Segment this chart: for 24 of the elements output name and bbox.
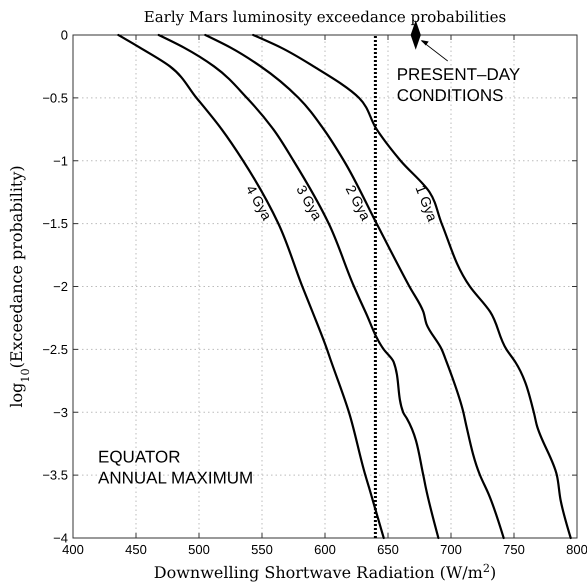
- x-tick-label: 750: [503, 542, 525, 557]
- x-tick-label: 550: [251, 542, 273, 557]
- y-tick-label: −2: [53, 279, 68, 294]
- x-tick-label: 450: [125, 542, 147, 557]
- y-tick-label: −3.5: [42, 468, 68, 483]
- annotation: PRESENT–DAY CONDITIONS: [396, 65, 520, 105]
- text: 4 Gya: [242, 182, 276, 223]
- y-tick-label: −0.5: [42, 90, 68, 106]
- annotation: EQUATOR ANNUAL MAXIMUM: [98, 448, 254, 488]
- x-tick-label: 500: [188, 542, 210, 557]
- y-tick-label: −3: [53, 404, 68, 420]
- text: 1 Gya: [412, 182, 441, 224]
- x-tick-label: 600: [314, 542, 336, 557]
- x-tick-label: 800: [566, 542, 587, 557]
- text: 3 Gya: [293, 182, 326, 223]
- y-tick-label: −1.5: [42, 216, 68, 232]
- y-tick-label: −1: [53, 153, 68, 168]
- x-tick-label: 700: [440, 542, 462, 557]
- x-tick-label: 650: [377, 542, 399, 557]
- chart-title: Early Mars luminosity exceedance probabilities: [144, 8, 506, 26]
- x-axis-title: Downwelling Shortwave Radiation (W/m$^{2}$): [154, 562, 496, 582]
- text: 2 Gya: [342, 182, 374, 224]
- y-tick-label: −2.5: [42, 342, 68, 357]
- y-tick-label: 0: [60, 28, 68, 42]
